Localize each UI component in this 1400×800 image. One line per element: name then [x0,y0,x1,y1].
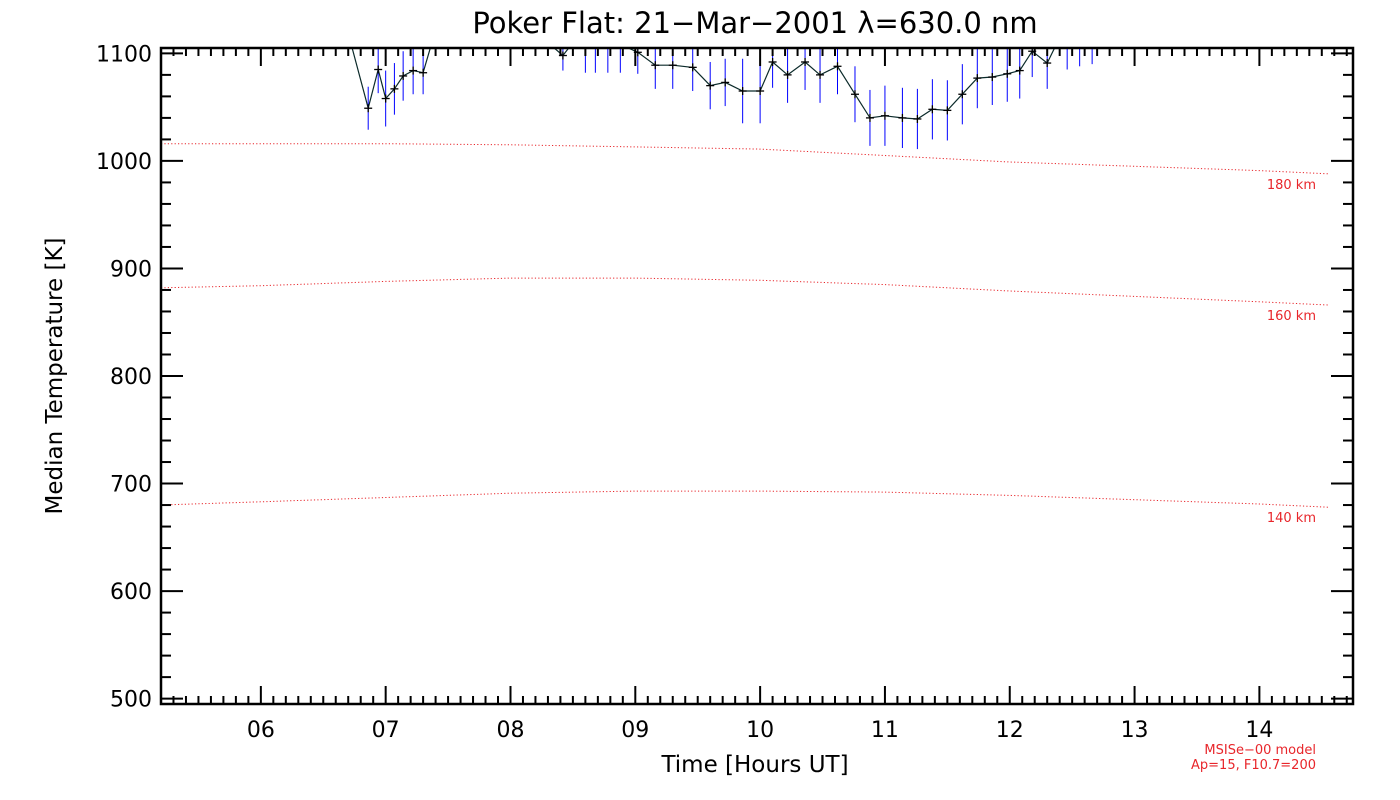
model-label-140-km: 140 km [1267,511,1316,526]
model-line-160-km [161,277,1329,306]
model-line-180-km [161,143,1329,175]
axis-ticks: 06 07 08 09 10 11 12 13 14 500 600 700 800 900 1000 110… [96,42,1353,743]
plot-area: 180 km 160 km 140 km [161,48,1329,526]
y-tick-label: 700 [110,473,152,498]
model-label-160-km: 160 km [1267,309,1316,324]
x-tick-label: 08 [496,718,524,743]
plot-frame [159,46,1355,706]
x-tick-label: 12 [996,718,1024,743]
y-tick-label: 1000 [96,150,152,175]
y-tick-label: 800 [110,365,152,390]
x-tick-label: 07 [372,718,400,743]
model-note: MSISe−00 model [1204,743,1316,758]
x-tick-label: 13 [1121,718,1149,743]
x-tick-label: 10 [746,718,774,743]
y-tick-label: 600 [110,580,152,605]
model-line-140-km [161,490,1329,508]
y-tick-label: 900 [110,257,152,282]
x-tick-label: 09 [621,718,649,743]
model-label-180-km: 180 km [1267,178,1316,193]
x-tick-label: 11 [871,718,899,743]
x-axis-label: Time [Hours UT] [660,752,848,778]
chart-title: Poker Flat: 21−Mar−2001 λ=630.0 nm [472,6,1037,40]
measurement-line-segment-0 [351,48,431,111]
measurement-line-segment-2 [626,48,1056,120]
y-tick-label: 500 [110,688,152,713]
model-parameters-note: Ap=15, F10.7=200 [1191,758,1316,773]
y-axis-label: Median Temperature [K] [42,238,68,515]
x-tick-label: 14 [1245,718,1273,743]
y-tick-label: 1100 [96,42,152,67]
x-tick-label: 06 [247,718,275,743]
